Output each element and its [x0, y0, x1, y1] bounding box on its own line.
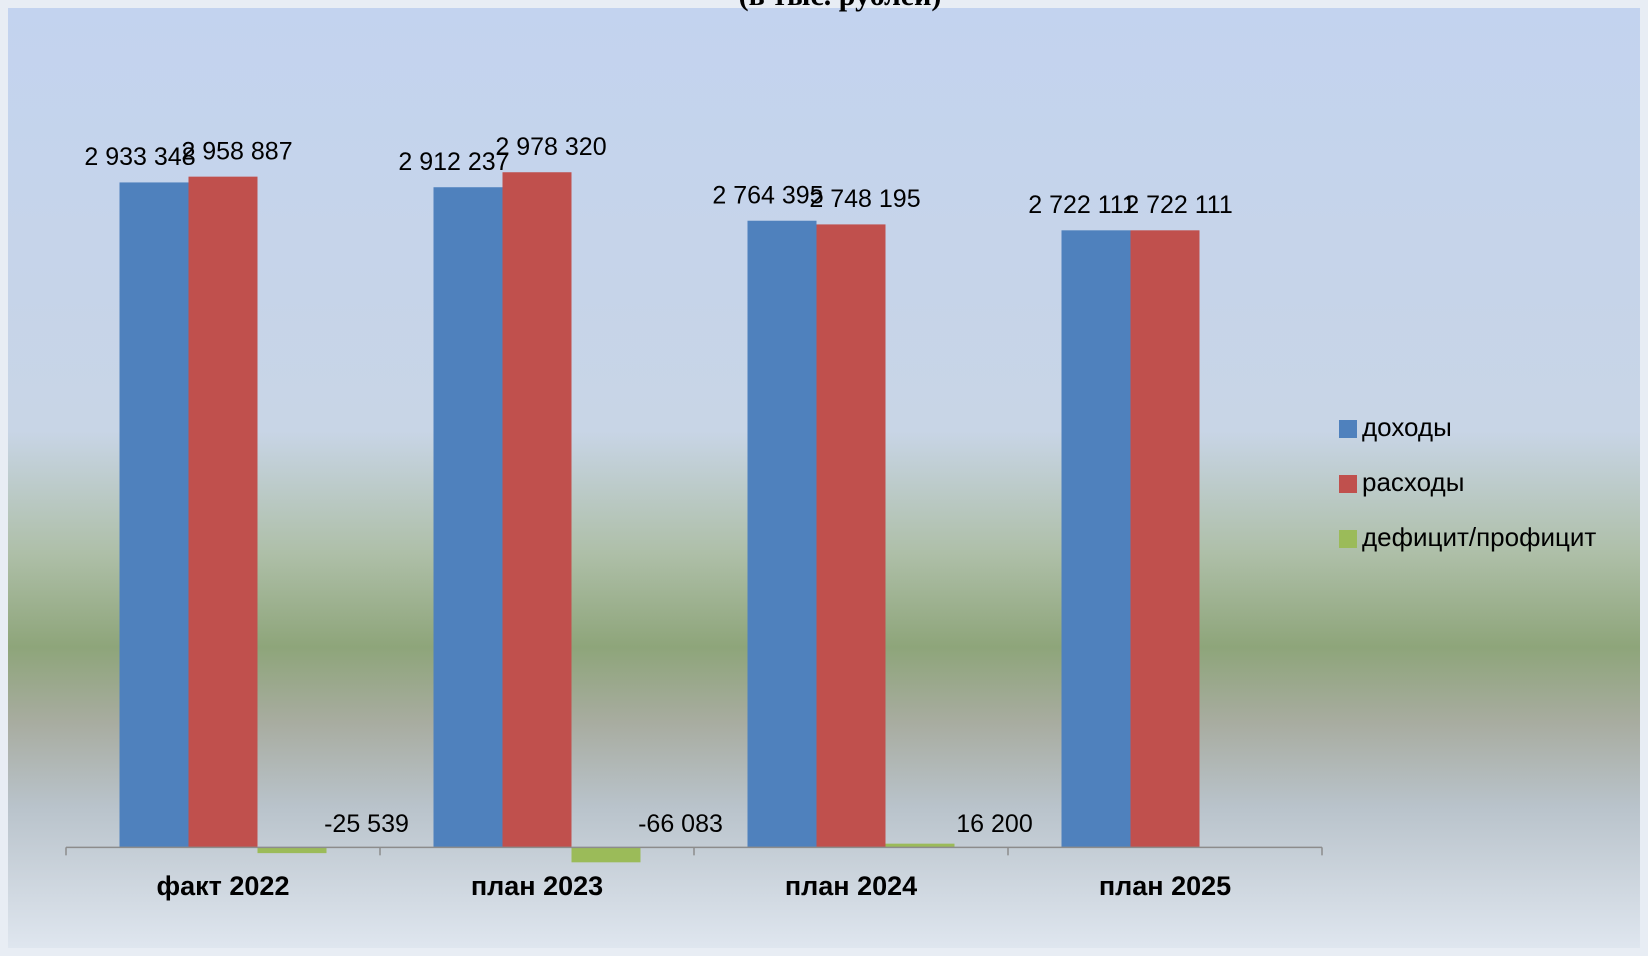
- data-label: 2 748 195: [809, 185, 920, 213]
- bar: [502, 172, 572, 848]
- chart-title: (в тыс. рублей): [739, 0, 942, 12]
- bar: [119, 182, 189, 848]
- data-label: -66 083: [638, 810, 723, 838]
- bar: [433, 187, 503, 848]
- legend-label: доходы: [1362, 412, 1452, 442]
- bar: [188, 176, 258, 848]
- data-label: -25 539: [324, 810, 409, 838]
- data-label: 2 764 395: [712, 181, 823, 209]
- data-label: 2 722 111: [1125, 191, 1233, 219]
- bar: [257, 847, 327, 854]
- x-tick-label: факт 2022: [157, 871, 290, 901]
- legend-swatch: [1339, 420, 1357, 438]
- bar: [1130, 230, 1200, 848]
- data-label: 2 958 887: [181, 137, 292, 165]
- bar: [571, 847, 641, 863]
- bar: [816, 224, 886, 848]
- legend-swatch: [1339, 530, 1357, 548]
- x-tick-label: план 2025: [1099, 871, 1231, 901]
- x-tick-label: план 2023: [471, 871, 603, 901]
- legend-label: дефицит/профицит: [1362, 522, 1596, 552]
- bar: [747, 220, 817, 848]
- data-label: 2 978 320: [495, 133, 606, 161]
- data-label: 2 912 237: [398, 148, 509, 176]
- legend-swatch: [1339, 475, 1357, 493]
- data-label: 16 200: [956, 810, 1032, 838]
- legend-label: расходы: [1362, 467, 1464, 497]
- bar: [1061, 230, 1131, 848]
- data-label: 2 933 348: [84, 143, 195, 171]
- data-label: 2 722 111: [1028, 191, 1136, 219]
- x-tick-label: план 2024: [785, 871, 917, 901]
- bar: [885, 843, 955, 848]
